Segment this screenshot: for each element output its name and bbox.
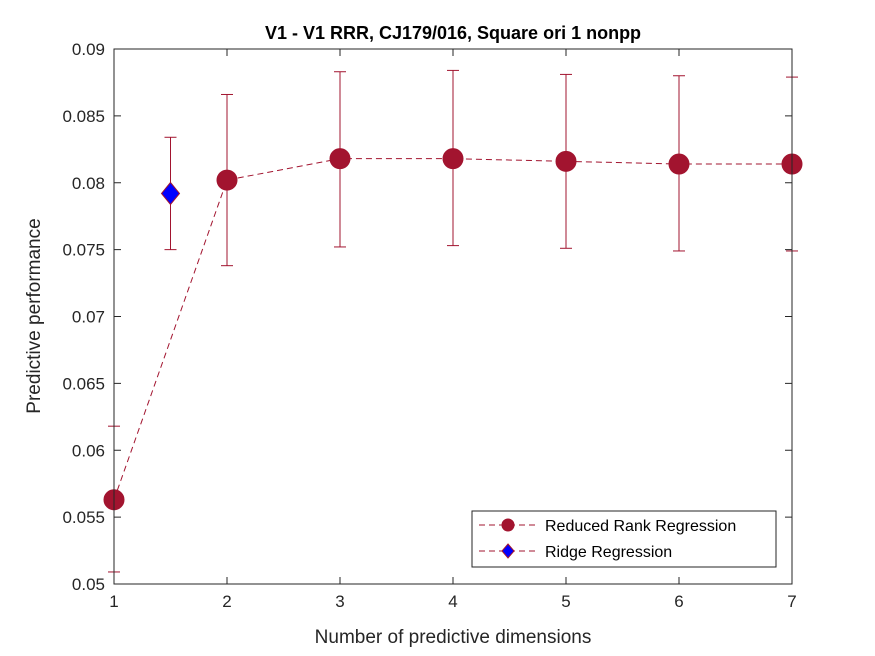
data-point bbox=[216, 169, 238, 191]
y-tick-label: 0.09 bbox=[72, 40, 105, 59]
legend-marker-diamond bbox=[501, 543, 515, 559]
legend-entry-reduced-rank-regression: Reduced Rank Regression bbox=[479, 518, 736, 535]
legend-label-reduced-rank-regression: Reduced Rank Regression bbox=[545, 518, 736, 535]
x-tick-label: 4 bbox=[448, 592, 457, 611]
axis-ticks: 1 2 3 4 5 6 7 0.05 0.055 0.06 0.065 0.07 0.075 0.08 0.… bbox=[62, 40, 796, 611]
x-tick-label: 5 bbox=[561, 592, 570, 611]
x-tick-label: 1 bbox=[109, 592, 118, 611]
data-point bbox=[160, 181, 181, 206]
legend-label-ridge-regression: Ridge Regression bbox=[545, 544, 672, 561]
legend-box bbox=[471, 510, 777, 568]
y-tick-label: 0.075 bbox=[62, 241, 105, 260]
x-tick-label: 7 bbox=[787, 592, 796, 611]
series-ridge-regression bbox=[160, 136, 181, 251]
legend: Reduced Rank Regression Ridge Regression bbox=[471, 510, 777, 568]
y-tick-label: 0.085 bbox=[62, 107, 105, 126]
y-tick-label: 0.06 bbox=[72, 441, 105, 460]
x-tick-label: 2 bbox=[222, 592, 231, 611]
data-point bbox=[329, 148, 351, 170]
y-tick-label: 0.08 bbox=[72, 174, 105, 193]
data-point bbox=[668, 153, 690, 175]
data-point bbox=[442, 148, 464, 170]
y-axis-label: Predictive performance bbox=[24, 218, 45, 413]
y-tick-label: 0.07 bbox=[72, 308, 105, 327]
x-tick-label: 6 bbox=[674, 592, 683, 611]
chart-title: V1 - V1 RRR, CJ179/016, Square ori 1 non… bbox=[265, 23, 641, 43]
y-tick-label: 0.065 bbox=[62, 374, 105, 393]
data-point bbox=[555, 150, 577, 172]
x-axis-label: Number of predictive dimensions bbox=[315, 627, 592, 648]
legend-entry-ridge-regression: Ridge Regression bbox=[479, 543, 672, 561]
y-tick-label: 0.05 bbox=[72, 575, 105, 594]
x-tick-label: 3 bbox=[335, 592, 344, 611]
legend-marker-circle bbox=[501, 518, 515, 532]
y-tick-label: 0.055 bbox=[62, 508, 105, 527]
